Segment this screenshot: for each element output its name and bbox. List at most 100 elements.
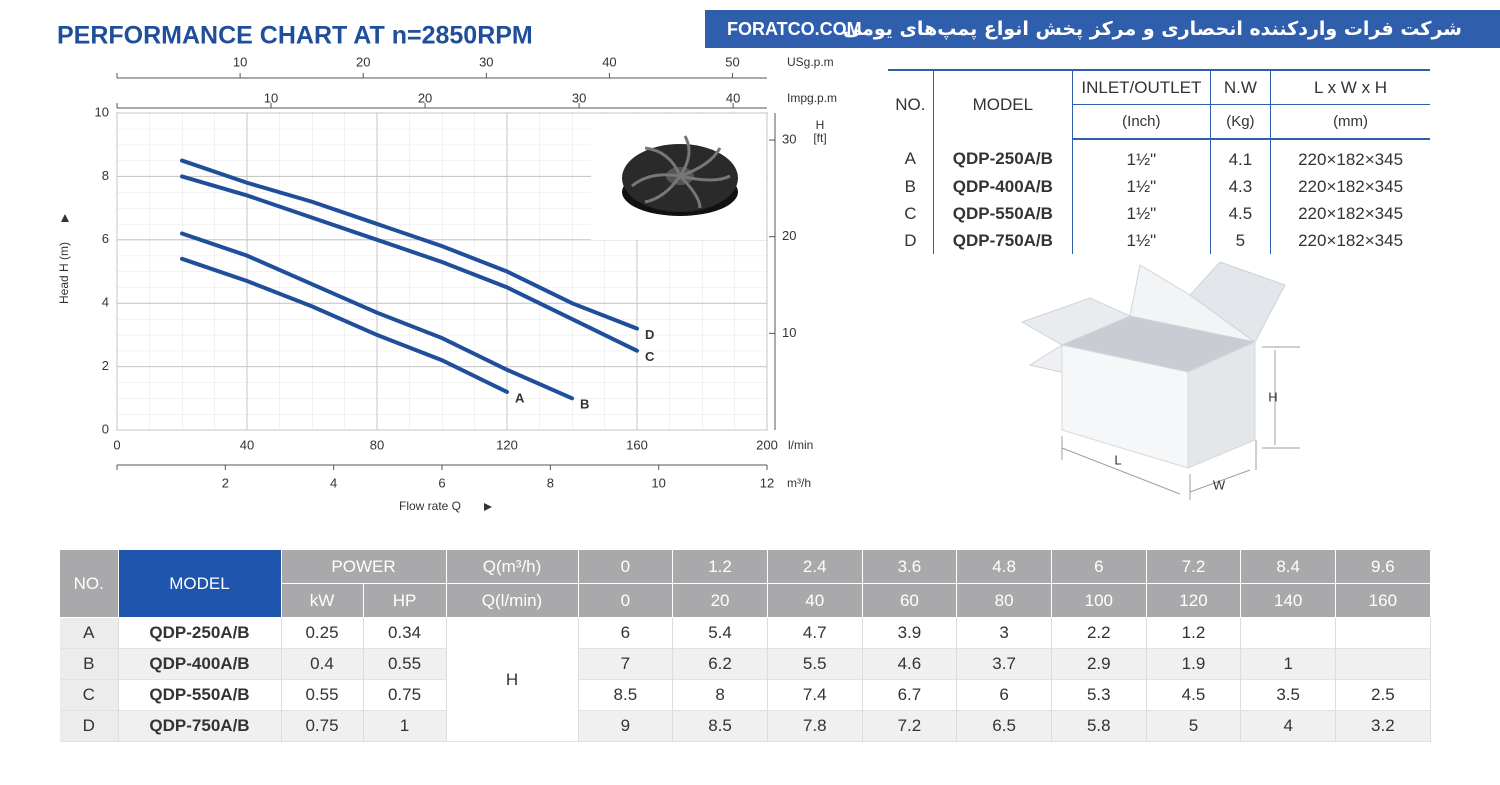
- series-label: C: [645, 349, 655, 364]
- extra-axis-tick-label: 20: [418, 90, 432, 105]
- y-tick-label: 10: [95, 104, 109, 119]
- flow-cell: 3.6: [862, 550, 958, 584]
- flow-cell: 7.2: [1146, 550, 1242, 584]
- spec-cell: D: [888, 227, 934, 254]
- header-cell: POWER: [281, 550, 447, 584]
- header-row: NO. MODEL INLET/OUTLET N.W L x W x H: [888, 69, 1430, 139]
- head-cell: 8.5: [672, 710, 768, 742]
- head-cell: 2.2: [1051, 617, 1147, 649]
- y-label: Head H (m): [57, 242, 71, 304]
- y-tick-label: 2: [102, 358, 109, 373]
- hp-cell: 0.55: [363, 648, 447, 680]
- spec-cell: QDP-400A/B: [933, 173, 1074, 200]
- head-cell: 5.4: [672, 617, 768, 649]
- unit-cell: (mm): [1270, 104, 1430, 140]
- head-cell: 6: [578, 617, 674, 649]
- box-height-label: H: [1268, 389, 1277, 404]
- extra-axis-tick-label: 10: [233, 54, 247, 69]
- head-cell: 4.7: [767, 617, 863, 649]
- spec-cell: QDP-250A/B: [933, 139, 1074, 173]
- flow-cell: 6: [1051, 550, 1147, 584]
- header-cell: L x W x H: [1270, 69, 1430, 105]
- spec-row: D QDP-750A/B 1½" 5 220×182×345: [888, 227, 1430, 254]
- series-line: [180, 158, 639, 331]
- spec-cell: QDP-750A/B: [933, 227, 1074, 254]
- y-arrow: [61, 214, 69, 222]
- extra-axis-tick-label: 30: [479, 54, 493, 69]
- head-cell: 8: [672, 679, 768, 711]
- head-cell: 6.5: [956, 710, 1052, 742]
- x-label: Flow rate Q: [399, 499, 461, 513]
- head-cell: 7.2: [862, 710, 958, 742]
- head-cell: 4.5: [1146, 679, 1242, 711]
- banner: FORATCO.COM شرکت فرات واردکننده انحصاری …: [705, 10, 1500, 48]
- header-row: NO. MODEL POWER Q(m³/h) 0 1.2 2.4 3.6 4.8 6 7.2 8.4…: [60, 550, 1431, 618]
- box-width-label: W: [1213, 477, 1226, 492]
- impeller-image: [591, 114, 766, 240]
- data-row: B QDP-400A/B 0.4 0.55 7 6.2 5.5 4.6 3.7 2.9 1.9 1: [60, 648, 1431, 680]
- flow-cell: 140: [1240, 583, 1337, 618]
- y-tick-label: 6: [102, 231, 109, 246]
- x-arrow: [484, 503, 492, 511]
- series-line: [180, 231, 574, 401]
- header-cell: N.W: [1210, 69, 1272, 105]
- x-tick-label: 80: [370, 437, 384, 452]
- y2-label: H: [816, 118, 825, 132]
- flow-cell: 80: [956, 583, 1052, 618]
- head-cell: 1.2: [1146, 617, 1242, 649]
- head-cell: 4.6: [862, 648, 958, 680]
- kw-cell: 0.75: [281, 710, 364, 742]
- x-tick-label: 200: [756, 437, 778, 452]
- header-cell: MODEL: [933, 69, 1074, 139]
- x-tick-label: 120: [496, 437, 518, 452]
- company-name: شرکت فرات واردکننده انحصاری و مرکز پخش ا…: [842, 18, 1462, 40]
- spec-cell: 220×182×345: [1298, 149, 1404, 169]
- spec-cell: 1½": [1072, 200, 1211, 227]
- spec-cell: 1½": [1072, 139, 1211, 173]
- head-cell: 7.4: [767, 679, 863, 711]
- extra-axis-tick-label: 40: [602, 54, 616, 69]
- head-cell: 3.7: [956, 648, 1052, 680]
- header-cell: NO.: [60, 550, 119, 618]
- spec-cell: 1½": [1072, 173, 1211, 200]
- y2-tick-label: 20: [782, 228, 796, 243]
- y-tick-label: 0: [102, 421, 109, 436]
- y-tick-label: 8: [102, 168, 109, 183]
- head-cell: 7.8: [767, 710, 863, 742]
- extra-axis-tick-label: 10: [264, 90, 278, 105]
- y2-tick-label: 30: [782, 131, 796, 146]
- extra-axis-label: USg.p.m: [787, 55, 834, 69]
- no-cell: A: [60, 617, 119, 649]
- head-cell: 3.2: [1335, 710, 1431, 742]
- flow-cell: 9.6: [1335, 550, 1431, 584]
- extra-axis-tick-label: 40: [726, 90, 740, 105]
- y-tick-label: 4: [102, 295, 109, 310]
- flow-cell: 0: [578, 550, 674, 584]
- extra-axis-tick-label: 6: [438, 475, 445, 490]
- chart-title: PERFORMANCE CHART AT n=2850RPM: [57, 22, 533, 50]
- spec-row: A QDP-250A/B 1½" 4.1 220×182×345: [888, 139, 1430, 173]
- x-tick-label: 40: [240, 437, 254, 452]
- data-row: D QDP-750A/B 0.75 1 9 8.5 7.8 7.2 6.5 5.8 5 4 3.2: [60, 710, 1431, 742]
- empty-cell: [1335, 648, 1431, 680]
- spec-cell: QDP-550A/B: [933, 200, 1074, 227]
- model-cell: QDP-750A/B: [118, 710, 282, 742]
- header-cell: Q(m³/h): [446, 550, 579, 584]
- spec-cell: 220×182×345: [1298, 203, 1404, 223]
- box: [1020, 261, 1300, 500]
- extra-axis-tick-label: 2: [222, 475, 229, 490]
- performance-table: NO. MODEL POWER Q(m³/h) 0 1.2 2.4 3.6 4.8 6 7.2 8.4…: [60, 550, 1431, 742]
- header-cell: INLET/OUTLET: [1072, 69, 1211, 105]
- head-cell: 3: [956, 617, 1052, 649]
- no-cell: D: [60, 710, 119, 742]
- box-diagram: H L W: [1020, 261, 1300, 500]
- spec-cell: C: [888, 200, 934, 227]
- head-cell: 2.5: [1335, 679, 1431, 711]
- series-label: D: [645, 327, 654, 342]
- flow-cell: 60: [862, 583, 958, 618]
- spec-cell: 4.5: [1210, 200, 1272, 227]
- extra-axis-tick-label: 30: [572, 90, 586, 105]
- extra-axis-tick-label: 8: [547, 475, 554, 490]
- flow-cell: 2.4: [767, 550, 863, 584]
- unit-cell: (Inch): [1072, 104, 1211, 140]
